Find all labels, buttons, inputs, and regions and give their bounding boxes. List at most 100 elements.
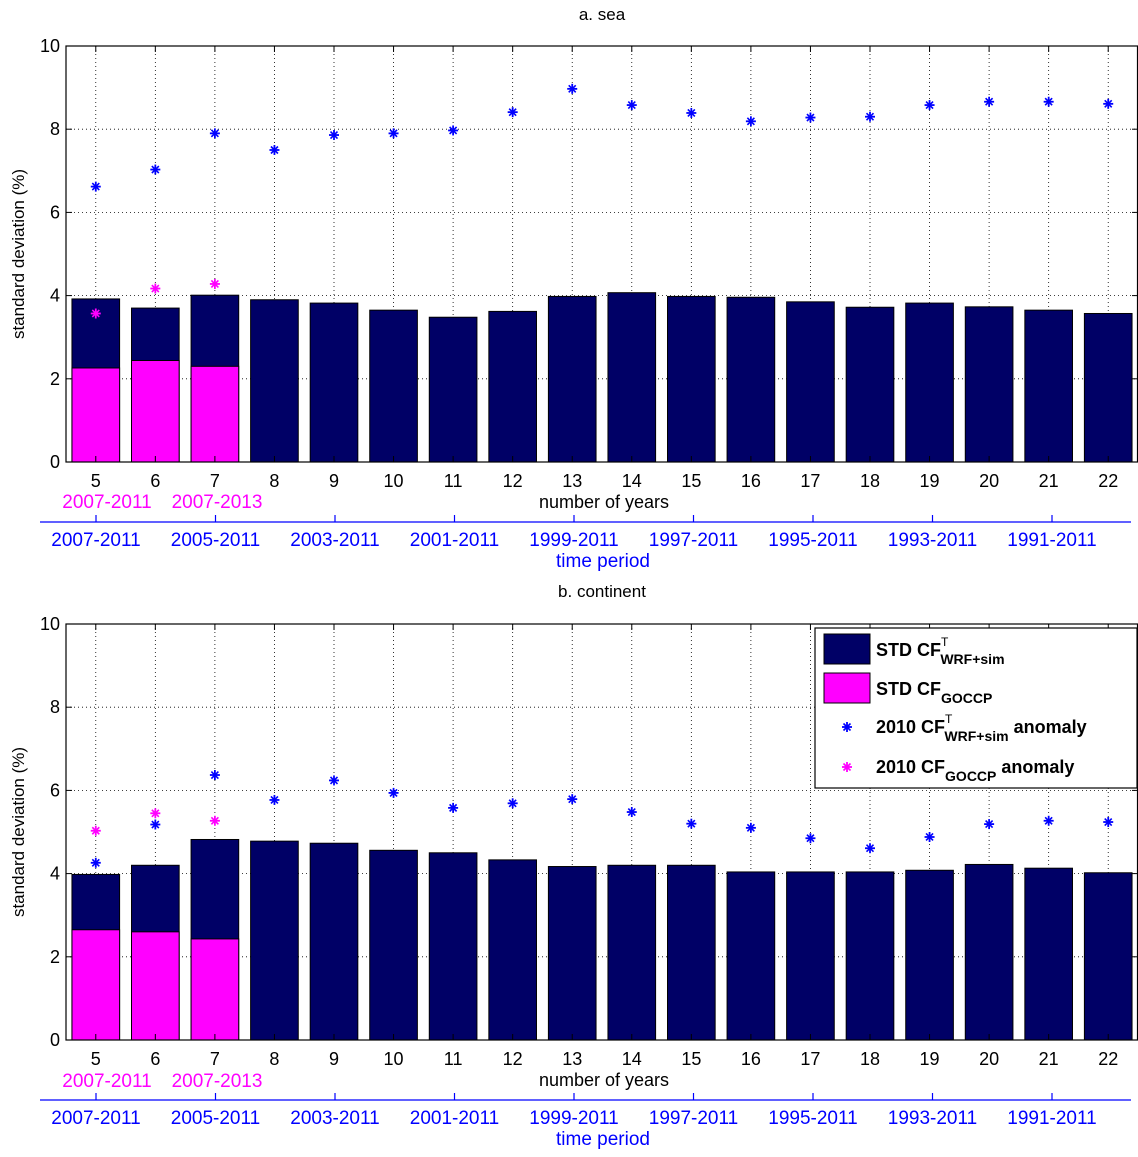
bar-std-wrf bbox=[1024, 309, 1073, 463]
period-tick-label: 1995-2011 bbox=[768, 1108, 857, 1129]
chart-title: b. continent bbox=[558, 582, 646, 601]
period-tick-label: 1991-2011 bbox=[1007, 1108, 1096, 1129]
point-anomaly-wrf bbox=[924, 100, 935, 111]
bar-std-wrf bbox=[369, 849, 418, 1041]
period-tick-label: 2003-2011 bbox=[290, 530, 379, 551]
point-anomaly-wrf bbox=[865, 843, 875, 854]
y-tick-label: 4 bbox=[50, 864, 60, 884]
point-anomaly-wrf bbox=[269, 145, 280, 155]
point-anomaly-wrf bbox=[90, 181, 101, 192]
legend-label: STD CFGOCCP bbox=[876, 679, 992, 706]
x-tick-label: 22 bbox=[1098, 1049, 1118, 1069]
x-tick-label: 8 bbox=[269, 1049, 279, 1069]
legend-marker bbox=[842, 762, 852, 772]
x-tick-label: 15 bbox=[681, 1049, 701, 1069]
legend-label-sub: WRF+sim bbox=[940, 651, 1004, 667]
bar-std-wrf bbox=[786, 301, 835, 463]
point-anomaly-goccp bbox=[90, 825, 101, 836]
chart-sea: a. sea 0 2 4 6 8 10 5 6 7 8 9 10 11 12 13 14 15 16 17 18 19 20… bbox=[9, 5, 1138, 572]
x-axis-label: number of years bbox=[539, 1070, 669, 1090]
point-anomaly-wrf bbox=[150, 819, 161, 830]
point-anomaly-wrf bbox=[745, 116, 756, 127]
bar-std-wrf bbox=[250, 840, 299, 1041]
bar-std-wrf bbox=[250, 299, 299, 463]
y-tick-label: 10 bbox=[40, 614, 60, 634]
legend-label-sub: GOCCP bbox=[941, 690, 992, 706]
point-anomaly-wrf bbox=[567, 83, 578, 94]
point-anomaly-wrf bbox=[507, 798, 518, 809]
x-tick-label: 6 bbox=[150, 471, 160, 491]
bar-std-goccp bbox=[131, 931, 180, 1041]
point-anomaly-wrf bbox=[626, 100, 637, 111]
legend-entry: 2010 CFT WRF+sim anomaly bbox=[842, 712, 1087, 744]
bar-std-wrf bbox=[547, 295, 597, 463]
bar-std-goccp bbox=[190, 365, 240, 463]
point-anomaly-goccp bbox=[209, 278, 220, 289]
bar-std-wrf bbox=[905, 302, 954, 463]
bar-std-wrf bbox=[667, 864, 716, 1041]
x-tick-label: 20 bbox=[979, 471, 999, 491]
x-tick-label: 15 bbox=[681, 471, 701, 491]
x-tick-label: 16 bbox=[741, 471, 761, 491]
period-axis-label: time period bbox=[556, 1129, 650, 1150]
chart-title: a. sea bbox=[579, 5, 626, 24]
period-tick-label: 1995-2011 bbox=[768, 530, 857, 551]
legend-swatch bbox=[823, 633, 871, 665]
bar-std-wrf bbox=[1083, 872, 1133, 1041]
legend-entry: STD CFT WRF+sim bbox=[823, 633, 1005, 667]
goccp-period-label: 2007-2013 bbox=[172, 1071, 263, 1092]
period-tick-label: 2003-2011 bbox=[290, 1108, 379, 1129]
x-tick-label: 12 bbox=[503, 471, 523, 491]
bar-std-goccp bbox=[131, 359, 180, 463]
point-anomaly-wrf bbox=[388, 128, 399, 139]
legend-label-main: 2010 CF bbox=[876, 757, 945, 777]
x-tick-label: 17 bbox=[800, 471, 820, 491]
point-anomaly-wrf bbox=[984, 96, 995, 107]
y-axis-label: standard deviation (%) bbox=[9, 747, 28, 917]
legend-label-suffix: anomaly bbox=[996, 757, 1074, 777]
point-anomaly-goccp bbox=[209, 815, 220, 826]
x-tick-label: 11 bbox=[444, 1049, 463, 1069]
legend-label-sup: T bbox=[941, 635, 949, 649]
x-tick-label: 18 bbox=[860, 471, 880, 491]
chart-continent: b. continent 0 2 4 6 8 10 5 6 7 8 9 10 11 12 13 14 15 16 17… bbox=[9, 582, 1138, 1150]
y-tick-label: 0 bbox=[50, 452, 60, 472]
point-anomaly-goccp bbox=[150, 283, 161, 294]
x-tick-label: 16 bbox=[741, 1049, 761, 1069]
point-anomaly-wrf bbox=[567, 794, 578, 805]
legend-marker bbox=[842, 722, 852, 732]
bar-std-wrf bbox=[607, 864, 657, 1041]
point-anomaly-wrf bbox=[1043, 96, 1054, 107]
legend-label-suffix: anomaly bbox=[1009, 717, 1087, 737]
x-tick-label: 10 bbox=[384, 1049, 404, 1069]
x-tick-label: 9 bbox=[329, 1049, 339, 1069]
point-anomaly-wrf bbox=[865, 111, 875, 122]
period-tick-label: 1999-2011 bbox=[529, 530, 618, 551]
legend-entry: 2010 CFGOCCP anomaly bbox=[842, 757, 1074, 784]
point-anomaly-wrf bbox=[1103, 817, 1114, 828]
legend-label: STD CFT WRF+sim bbox=[876, 635, 1005, 667]
x-tick-label: 6 bbox=[150, 1049, 160, 1069]
x-tick-label: 11 bbox=[444, 471, 463, 491]
y-tick-label: 6 bbox=[50, 780, 60, 800]
legend-swatch bbox=[823, 672, 871, 704]
legend-label: 2010 CFGOCCP anomaly bbox=[876, 757, 1074, 784]
bar-std-wrf bbox=[309, 842, 359, 1041]
bar-std-wrf bbox=[488, 859, 537, 1041]
bar-std-wrf bbox=[428, 852, 478, 1041]
period-tick-label: 1997-2011 bbox=[649, 530, 738, 551]
x-tick-label: 14 bbox=[622, 471, 642, 491]
legend-entry: STD CFGOCCP bbox=[823, 672, 992, 706]
y-tick-label: 8 bbox=[50, 697, 60, 717]
bar-std-goccp bbox=[190, 938, 240, 1041]
y-tick-label: 0 bbox=[50, 1030, 60, 1050]
point-anomaly-wrf bbox=[388, 787, 399, 798]
legend-label: 2010 CFT WRF+sim anomaly bbox=[876, 712, 1087, 744]
bar-std-goccp bbox=[71, 367, 121, 463]
point-anomaly-wrf bbox=[448, 125, 459, 136]
legend-label-sub: WRF+sim bbox=[944, 728, 1008, 744]
point-anomaly-wrf bbox=[329, 775, 339, 786]
x-tick-label: 22 bbox=[1098, 471, 1118, 491]
point-anomaly-wrf bbox=[150, 164, 161, 175]
